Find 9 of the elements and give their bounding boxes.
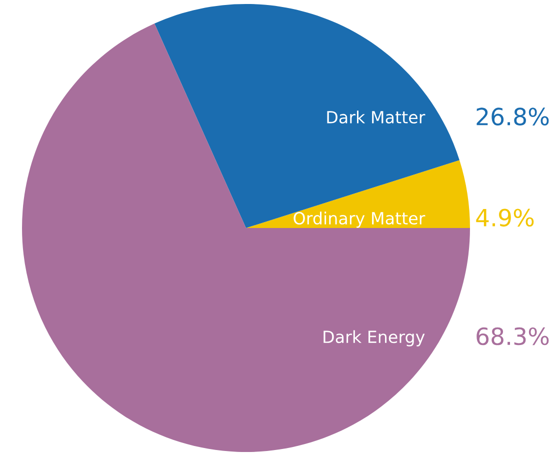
pie-slice xyxy=(246,160,470,228)
slice-label: Dark Energy xyxy=(324,330,425,346)
data-label: 4.9% xyxy=(476,208,534,227)
pie-slice xyxy=(22,24,470,452)
slice-label: Ordinary Matter xyxy=(294,212,426,228)
pie-slice xyxy=(154,4,460,228)
slice-label: Dark Matter xyxy=(327,110,426,124)
data-label: 26.8% xyxy=(476,108,549,126)
data-label: 68.3% xyxy=(476,327,549,346)
